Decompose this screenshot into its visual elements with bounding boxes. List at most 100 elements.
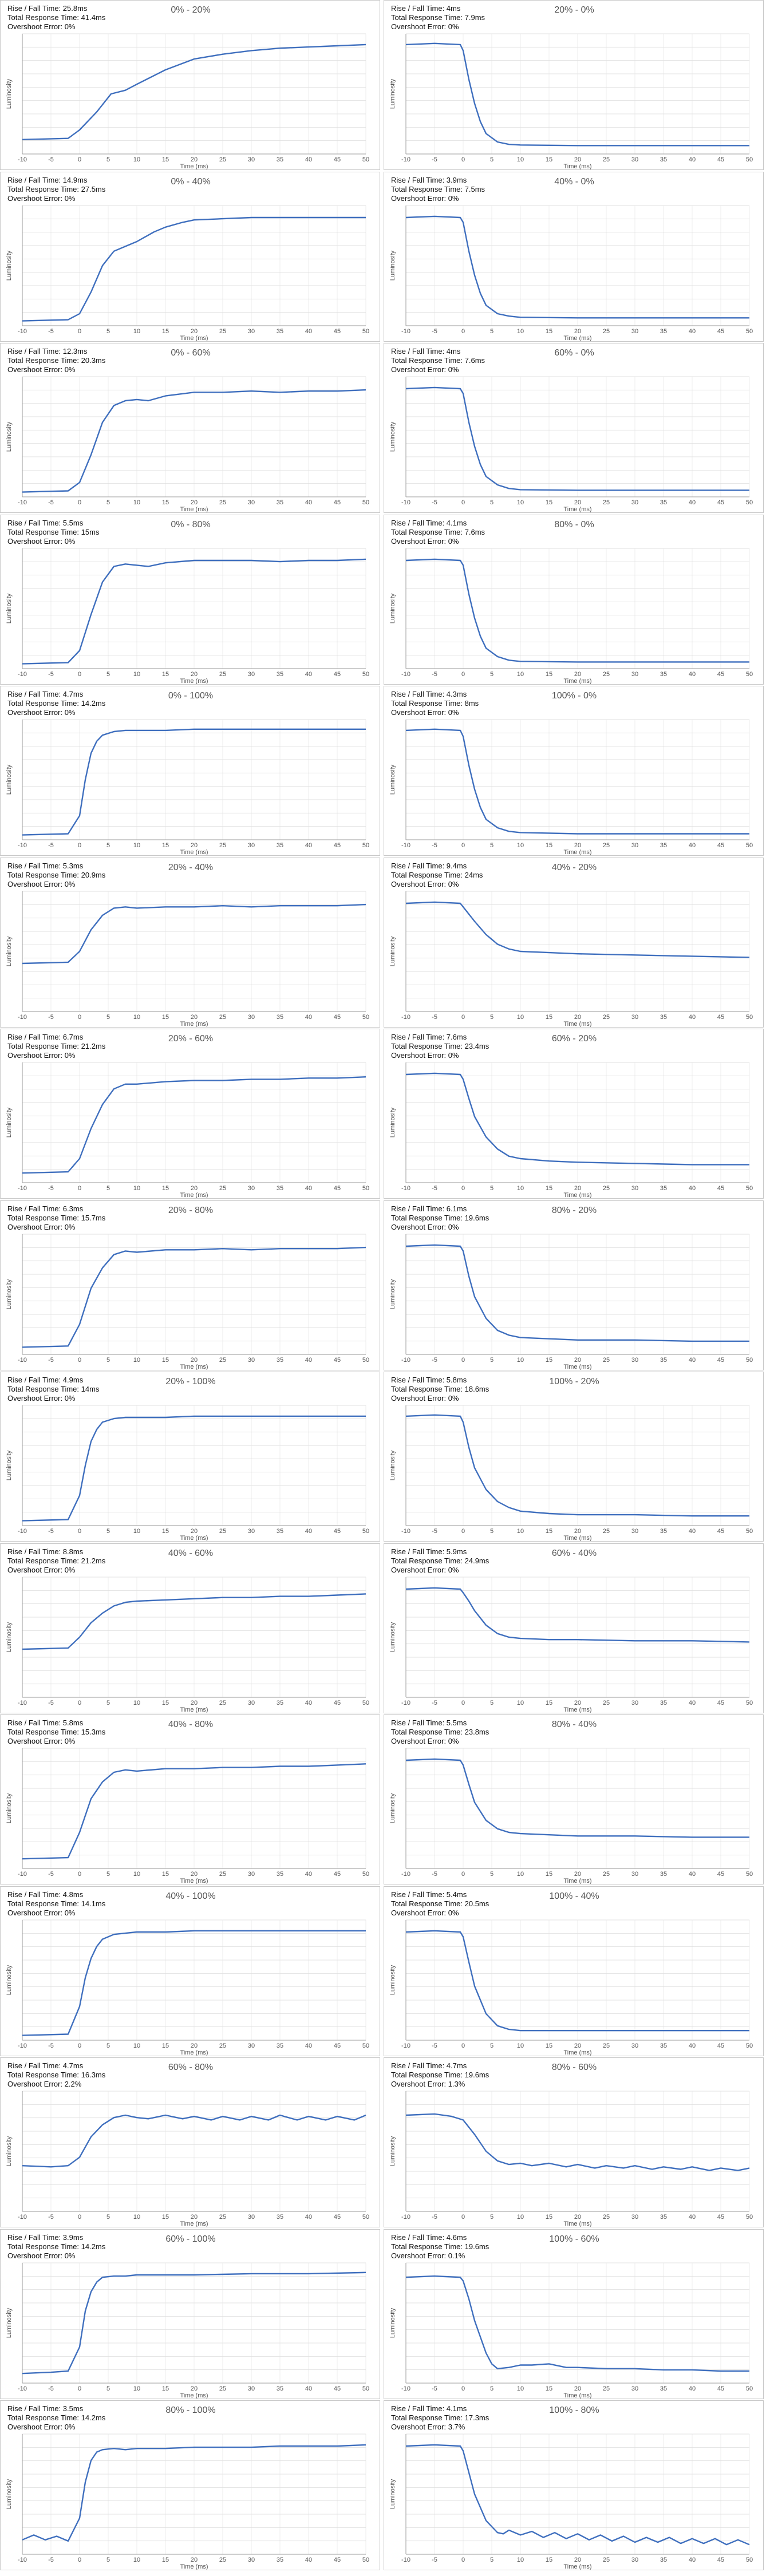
x-tick-label: 30 xyxy=(248,1357,255,1364)
line-plot: -10 -5 0 5 10 15 20 25 30 35 40 45 50 Time (ms) Lumino… xyxy=(6,1748,369,1884)
x-tick-label: 10 xyxy=(133,671,140,678)
chart-title: 0% - 100% xyxy=(168,691,214,701)
x-tick-label: -10 xyxy=(401,1700,410,1706)
line-plot: -10 -5 0 5 10 15 20 25 30 35 40 45 50 Time (ms) Lumino… xyxy=(6,719,369,855)
stats-block: Rise / Fall Time: 5.3ms Total Response Ti… xyxy=(7,862,105,889)
x-axis-label: Time (ms) xyxy=(563,335,591,342)
luminosity-series-line xyxy=(22,2114,366,2168)
x-tick-label: 0 xyxy=(461,156,465,163)
x-tick-label: 50 xyxy=(362,1014,369,1021)
chart-panel: Rise / Fall Time: 6.3ms Total Response Ti… xyxy=(0,1200,380,1370)
x-tick-label: 5 xyxy=(106,671,110,678)
x-tick-label: 20 xyxy=(191,2042,198,2049)
total-response-time-text: Total Response Time: 14ms xyxy=(7,1385,100,1393)
x-tick-label: 30 xyxy=(248,2557,255,2563)
x-axis-label: Time (ms) xyxy=(563,1878,591,1884)
x-tick-label: -10 xyxy=(18,1185,27,1192)
x-tick-label: 30 xyxy=(248,1871,255,1878)
x-tick-label: 0 xyxy=(78,2214,81,2221)
x-tick-label: 5 xyxy=(106,1700,110,1706)
chart-title: 20% - 0% xyxy=(554,5,594,15)
rise-fall-time-text: Rise / Fall Time: 6.3ms xyxy=(7,1204,84,1213)
x-axis-label: Time (ms) xyxy=(180,2221,208,2227)
x-tick-label: -5 xyxy=(48,1185,54,1192)
chart-title: 100% - 80% xyxy=(549,2405,599,2415)
x-tick-label: 50 xyxy=(362,156,369,163)
x-tick-label: -5 xyxy=(432,842,437,849)
rise-fall-time-text: Rise / Fall Time: 4.9ms xyxy=(7,1376,84,1384)
total-response-time-text: Total Response Time: 7.6ms xyxy=(391,528,485,536)
x-tick-label: 40 xyxy=(689,1700,696,1706)
x-tick-label: 40 xyxy=(305,671,312,678)
x-tick-label: -5 xyxy=(48,499,54,506)
line-plot: -10 -5 0 5 10 15 20 25 30 35 40 45 50 Time (ms) Lumino… xyxy=(389,2262,753,2399)
x-tick-label: 50 xyxy=(746,2385,753,2392)
rise-fall-time-text: Rise / Fall Time: 4.7ms xyxy=(391,2061,467,2070)
x-tick-label: -5 xyxy=(432,2042,437,2049)
stats-block: Rise / Fall Time: 6.3ms Total Response Ti… xyxy=(7,1204,105,1232)
x-tick-label: 45 xyxy=(717,671,724,678)
x-tick-label: 30 xyxy=(631,2385,638,2392)
x-tick-label: 30 xyxy=(248,2042,255,2049)
x-tick-label: 50 xyxy=(746,1185,753,1192)
x-tick-label: 50 xyxy=(362,2557,369,2563)
stats-block: Rise / Fall Time: 8.8ms Total Response Ti… xyxy=(7,1547,105,1575)
x-tick-label: 45 xyxy=(334,1185,341,1192)
chart-panel: Rise / Fall Time: 4ms Total Response Time… xyxy=(384,343,764,513)
stats-block: Rise / Fall Time: 5.8ms Total Response Ti… xyxy=(7,1718,105,1746)
x-tick-label: 5 xyxy=(106,2385,110,2392)
x-tick-label: 40 xyxy=(305,499,312,506)
x-tick-label: -5 xyxy=(48,1700,54,1706)
x-tick-label: -5 xyxy=(432,499,437,506)
luminosity-series-line xyxy=(405,386,749,491)
luminosity-series-line xyxy=(405,728,749,835)
y-axis-label: Luminosity xyxy=(389,1450,396,1480)
total-response-time-text: Total Response Time: 27.5ms xyxy=(7,185,106,193)
y-axis-label: Luminosity xyxy=(6,1450,13,1480)
x-tick-label: -10 xyxy=(18,328,27,335)
x-tick-label: 5 xyxy=(490,499,493,506)
chart-panel: Rise / Fall Time: 4.7ms Total Response Ti… xyxy=(0,2057,380,2227)
x-axis-label: Time (ms) xyxy=(180,163,208,170)
x-tick-label: 40 xyxy=(305,1871,312,1878)
x-tick-label: 40 xyxy=(305,328,312,335)
x-tick-label: -10 xyxy=(401,1185,410,1192)
line-plot: -10 -5 0 5 10 15 20 25 30 35 40 45 50 Time (ms) Lumino… xyxy=(6,2091,369,2227)
x-axis-label: Time (ms) xyxy=(180,1192,208,1199)
chart-title: 80% - 0% xyxy=(554,520,594,530)
overshoot-error-text: Overshoot Error: 0% xyxy=(391,22,459,31)
x-tick-label: 15 xyxy=(162,499,169,506)
total-response-time-text: Total Response Time: 19.6ms xyxy=(391,1214,489,1222)
total-response-time-text: Total Response Time: 8ms xyxy=(391,699,479,708)
y-axis-label: Luminosity xyxy=(389,2479,396,2509)
line-plot: -10 -5 0 5 10 15 20 25 30 35 40 45 50 Time (ms) Lumino… xyxy=(6,33,369,170)
x-tick-label: 5 xyxy=(490,1014,493,1021)
x-tick-label: 10 xyxy=(517,2557,524,2563)
x-tick-label: 0 xyxy=(461,1700,465,1706)
total-response-time-text: Total Response Time: 19.6ms xyxy=(391,2242,489,2251)
x-tick-label: 30 xyxy=(631,1014,638,1021)
x-tick-label: -10 xyxy=(401,156,410,163)
stats-block: Rise / Fall Time: 4ms Total Response Time… xyxy=(391,347,485,374)
x-tick-label: 25 xyxy=(219,499,226,506)
x-tick-label: 40 xyxy=(689,1357,696,1364)
x-tick-label: 45 xyxy=(717,1528,724,1535)
x-tick-label: 35 xyxy=(277,2214,283,2221)
x-tick-label: 30 xyxy=(631,1871,638,1878)
x-tick-label: 0 xyxy=(461,1871,465,1878)
x-tick-label: 15 xyxy=(162,156,169,163)
chart-title: 40% - 20% xyxy=(551,863,597,872)
chart-panel: Rise / Fall Time: 4.3ms Total Response Ti… xyxy=(384,686,764,856)
x-tick-label: 35 xyxy=(277,1014,283,1021)
x-axis-label: Time (ms) xyxy=(563,849,591,856)
x-tick-label: 20 xyxy=(191,2557,198,2563)
chart-panel: Rise / Fall Time: 25.8ms Total Response T… xyxy=(0,0,380,170)
x-tick-label: 35 xyxy=(660,671,667,678)
total-response-time-text: Total Response Time: 7.6ms xyxy=(391,356,485,365)
x-tick-label: 10 xyxy=(517,2214,524,2221)
x-tick-label: 15 xyxy=(162,1700,169,1706)
y-axis-label: Luminosity xyxy=(6,1793,13,1823)
x-tick-label: 35 xyxy=(660,1700,667,1706)
x-tick-label: -5 xyxy=(48,842,54,849)
